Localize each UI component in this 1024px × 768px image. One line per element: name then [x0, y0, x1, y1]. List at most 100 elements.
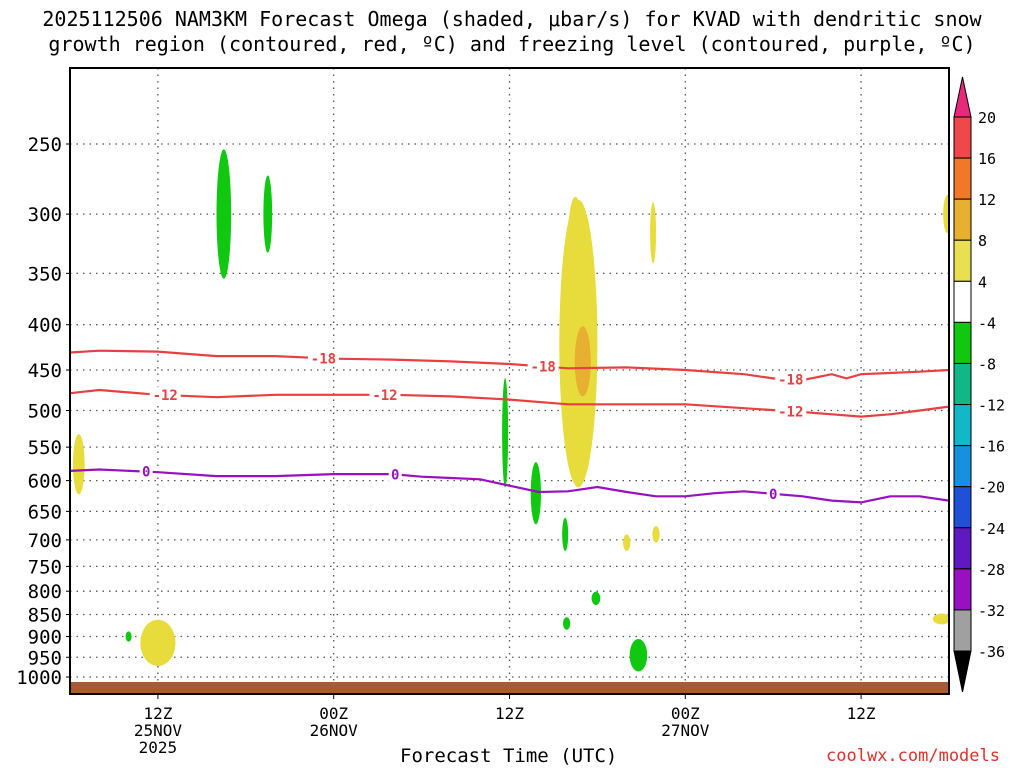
- terrain-fill: [70, 681, 949, 694]
- contour-lines: -18 -18 -18 -12 -12 -12 0 0 0: [70, 349, 949, 504]
- colorbar-label-7: -12: [978, 397, 1005, 415]
- omega-area-17: [591, 591, 601, 605]
- colorbar-box-1: [953, 157, 972, 200]
- contour-label-bg-0-0: [307, 350, 339, 366]
- terrain-band: [70, 681, 949, 694]
- colorbar-box-10: [953, 527, 972, 570]
- contour-label-1-1: -12: [372, 388, 397, 404]
- contour-label-0-2: -18: [778, 372, 803, 388]
- omega-area-5: [652, 525, 660, 543]
- contour-label-bg-2-1: [388, 466, 402, 482]
- contour-line-0: [70, 349, 949, 382]
- contour-label-bg-2-0: [139, 463, 153, 479]
- colorbar-label-12: -32: [978, 602, 1005, 620]
- colorbar-label-13: -36: [978, 643, 1005, 661]
- omega-area-6: [623, 534, 631, 551]
- colorbar-box-9: [953, 486, 972, 529]
- colorbar-label-11: -28: [978, 561, 1005, 579]
- omega-area-7: [943, 194, 949, 234]
- y-tick-label-450: 450: [28, 360, 62, 382]
- x-tick-label-1-1: 26NOV: [310, 721, 359, 740]
- colorbar-box-7: [953, 404, 972, 447]
- omega-area-10: [216, 149, 232, 279]
- contour-label-bg-2-2: [766, 485, 780, 501]
- contour-label-0-1: -18: [531, 359, 556, 375]
- colorbar-label-0: 20: [978, 109, 996, 127]
- x-tick-label-0-0: 12Z: [143, 704, 172, 723]
- colorbar-label-8: -16: [978, 438, 1005, 456]
- x-tick-label-2-0: 12Z: [495, 704, 524, 723]
- omega-area-12: [502, 378, 509, 488]
- omega-area-16: [562, 617, 571, 630]
- site-credit: coolwx.com/models: [826, 746, 1000, 766]
- colorbar-label-1: 16: [978, 150, 996, 168]
- y-tick-label-700: 700: [28, 530, 62, 552]
- contour-label-2-0: 0: [142, 465, 150, 481]
- colorbar-box-3: [953, 239, 972, 282]
- omega-area-8: [932, 613, 949, 625]
- contour-label-bg-0-1: [527, 358, 559, 374]
- omega-area-15: [125, 631, 132, 642]
- colorbar-arrow-bottom: [953, 650, 972, 693]
- contour-label-2-2: 0: [769, 487, 777, 503]
- y-tick-label-250: 250: [28, 134, 62, 156]
- contour-label-bg-1-2: [775, 403, 807, 419]
- contour-label-bg-1-1: [369, 386, 401, 402]
- colorbar: 20 16 12 8 4 -4 -8 -12 -16 -20 -24 -28 -32 -36: [953, 76, 1005, 693]
- x-axis-label: Forecast Time (UTC): [400, 745, 618, 767]
- y-tick-label-850: 850: [28, 605, 62, 627]
- omega-shading: [72, 149, 949, 672]
- omega-area-18: [629, 638, 648, 672]
- y-tick-label-350: 350: [28, 263, 62, 285]
- x-tick-label-3-1: 27NOV: [661, 721, 710, 740]
- grid-lines: [70, 68, 949, 694]
- x-tick-label-0-1: 25NOV: [134, 721, 183, 740]
- colorbar-label-10: -24: [978, 520, 1005, 538]
- colorbar-box-4: [953, 280, 972, 323]
- omega-area-3: [568, 196, 583, 282]
- contour-label-bg-1-0: [149, 387, 181, 403]
- omega-area-4: [650, 202, 657, 264]
- y-tick-label-650: 650: [28, 501, 62, 523]
- omega-area-9: [574, 326, 591, 397]
- contour-label-1-0: -12: [153, 388, 178, 404]
- y-tick-label-600: 600: [28, 471, 62, 493]
- colorbar-box-5: [953, 321, 972, 364]
- y-tick-label-900: 900: [28, 626, 62, 648]
- colorbar-label-5: -4: [978, 314, 996, 332]
- colorbar-box-12: [953, 609, 972, 652]
- y-tick-label-550: 550: [28, 437, 62, 459]
- x-tick-label-4-0: 12Z: [847, 704, 876, 723]
- chart-title-line2: growth region (contoured, red, ºC) and f…: [48, 32, 976, 56]
- omega-area-0: [140, 619, 176, 666]
- colorbar-arrow-top: [953, 76, 972, 118]
- y-tick-label-500: 500: [28, 401, 62, 423]
- colorbar-label-9: -20: [978, 479, 1005, 497]
- omega-area-14: [562, 517, 569, 552]
- chart-title-line1: 2025112506 NAM3KM Forecast Omega (shaded…: [42, 7, 982, 31]
- contour-label-1-2: -12: [778, 404, 803, 420]
- x-tick-label-3-0: 00Z: [671, 704, 700, 723]
- y-tick-label-400: 400: [28, 315, 62, 337]
- y-tick-label-300: 300: [28, 204, 62, 226]
- colorbar-label-2: 12: [978, 191, 996, 209]
- y-axis: 2503003504004505005506006507007508008509…: [16, 134, 70, 689]
- y-tick-label-950: 950: [28, 647, 62, 669]
- colorbar-label-4: 4: [978, 273, 987, 291]
- contour-label-2-1: 0: [391, 467, 399, 483]
- x-tick-label-0-2: 2025: [139, 738, 178, 757]
- omega-area-11: [263, 175, 273, 253]
- x-tick-label-1-0: 00Z: [319, 704, 348, 723]
- colorbar-box-0: [953, 116, 972, 159]
- y-tick-label-1000: 1000: [16, 667, 62, 689]
- omega-area-1: [72, 434, 85, 495]
- colorbar-label-3: 8: [978, 232, 987, 250]
- colorbar-label-6: -8: [978, 355, 996, 373]
- contour-line-2: [70, 468, 949, 504]
- y-tick-label-750: 750: [28, 556, 62, 578]
- contour-line-1: [70, 388, 949, 418]
- y-tick-label-800: 800: [28, 581, 62, 603]
- contour-label-0-0: -18: [311, 351, 336, 367]
